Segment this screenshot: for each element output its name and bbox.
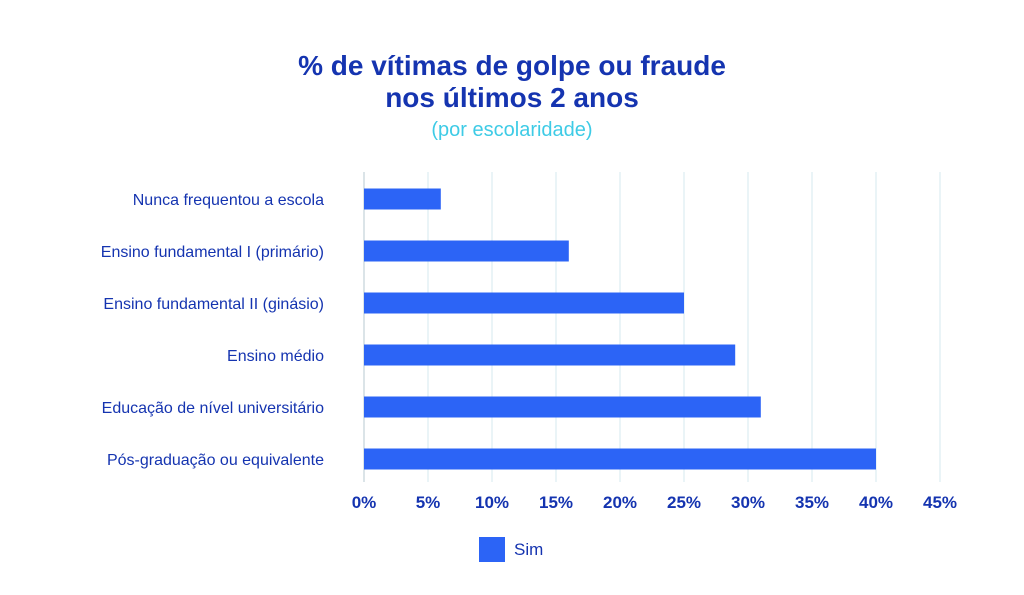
category-label: Nunca frequentou a escola <box>133 192 324 209</box>
bar <box>364 396 761 418</box>
chart-title-line1: % de vítimas de golpe ou fraude <box>298 50 726 81</box>
category-label: Ensino fundamental II (ginásio) <box>103 296 324 313</box>
x-tick-label: 25% <box>667 493 701 512</box>
chart-subtitle: (por escolaridade) <box>431 119 593 141</box>
category-label: Educação de nível universitário <box>102 400 324 417</box>
bar <box>364 240 569 262</box>
x-tick-label: 45% <box>923 493 957 512</box>
x-tick-label: 5% <box>416 493 441 512</box>
category-label: Ensino médio <box>227 348 324 365</box>
x-tick-label: 20% <box>603 493 637 512</box>
bar <box>364 188 441 210</box>
x-tick-label: 0% <box>352 493 377 512</box>
category-label: Pós-graduação ou equivalente <box>107 452 324 469</box>
chart-title-line2: nos últimos 2 anos <box>385 82 639 113</box>
x-tick-label: 15% <box>539 493 573 512</box>
bar <box>364 344 736 366</box>
x-tick-label: 30% <box>731 493 765 512</box>
bar <box>364 292 684 314</box>
legend-swatch-sim <box>479 537 505 562</box>
x-tick-label: 35% <box>795 493 829 512</box>
legend-label-sim: Sim <box>514 540 544 559</box>
category-label: Ensino fundamental I (primário) <box>101 244 324 261</box>
bar <box>364 448 876 470</box>
x-tick-label: 40% <box>859 493 893 512</box>
x-tick-label: 10% <box>475 493 509 512</box>
